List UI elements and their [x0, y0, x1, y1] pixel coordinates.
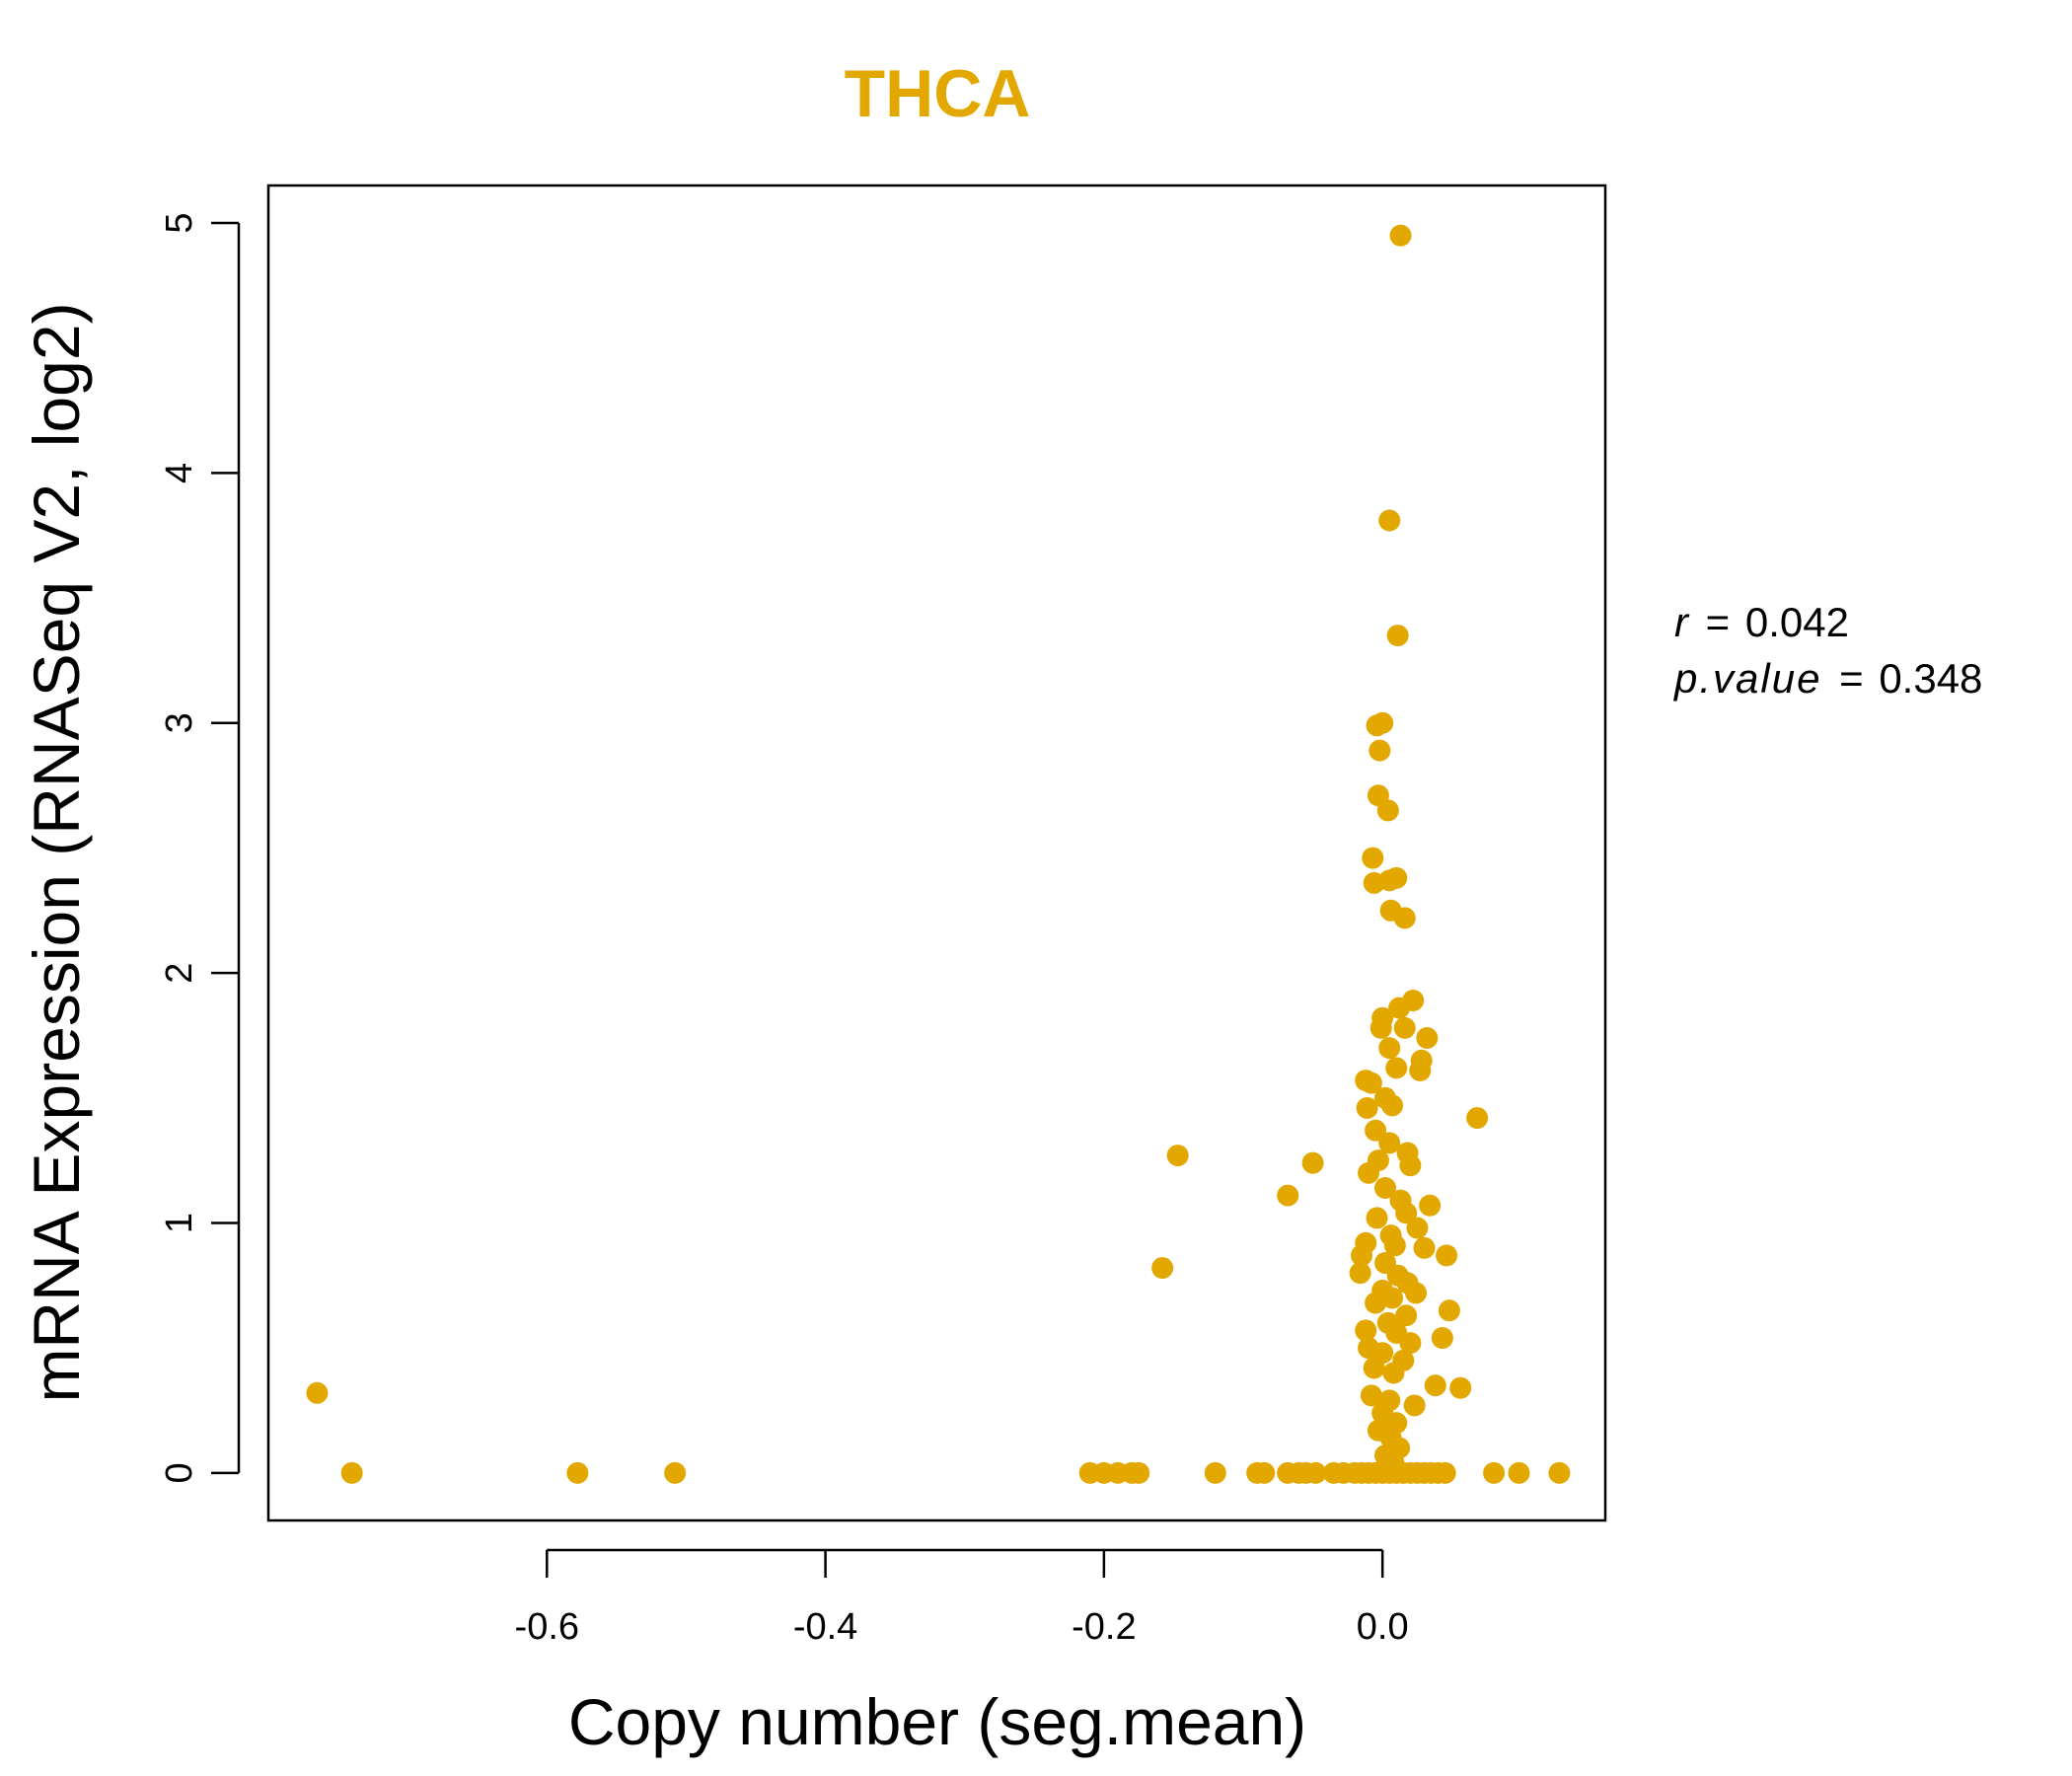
data-point	[1389, 224, 1412, 247]
data-point	[1151, 1257, 1174, 1280]
data-point	[1369, 739, 1391, 762]
y-tick-label: 5	[159, 212, 200, 233]
data-point	[1382, 1451, 1405, 1474]
x-axis: -0.6 -0.4 -0.2 0.0	[515, 1548, 1409, 1648]
data-point	[566, 1461, 589, 1484]
data-point	[1363, 1357, 1385, 1379]
data-point	[306, 1381, 329, 1404]
data-point	[1385, 866, 1408, 889]
svg-text:r = 0.042: r = 0.042	[1674, 599, 1849, 645]
data-point	[1301, 1151, 1324, 1174]
data-point	[1365, 1292, 1387, 1314]
data-point	[1277, 1184, 1299, 1207]
data-point	[1378, 1037, 1401, 1060]
p-value: 0.348	[1879, 655, 1982, 702]
plot-frame	[266, 184, 1607, 1522]
data-point	[1483, 1461, 1506, 1484]
x-tick-label: -0.4	[793, 1606, 857, 1648]
data-point	[1385, 1057, 1408, 1079]
data-point	[1393, 907, 1416, 929]
r-label: r	[1674, 599, 1690, 645]
data-point	[1405, 1282, 1428, 1304]
data-point	[1355, 1319, 1377, 1342]
data-point	[1449, 1376, 1472, 1399]
y-tick-label: 0	[159, 1462, 200, 1483]
data-point	[340, 1461, 363, 1484]
data-point	[1386, 625, 1409, 647]
data-point	[1378, 1132, 1401, 1154]
data-point	[1395, 1202, 1418, 1224]
x-tick-label: -0.2	[1072, 1606, 1136, 1648]
data-point	[1403, 1394, 1426, 1417]
y-tick-label: 4	[159, 463, 200, 483]
data-point	[1438, 1299, 1460, 1322]
x-axis-label: Copy number (seg.mean)	[568, 1685, 1306, 1758]
data-point	[1548, 1461, 1571, 1484]
y-axis-label: mRNA Expression (RNASeq V2, log2)	[20, 302, 93, 1402]
data-point	[1366, 1207, 1388, 1229]
data-point	[1349, 1262, 1371, 1285]
data-point	[1434, 1461, 1456, 1484]
data-point	[1399, 1154, 1422, 1177]
p-label: p.value	[1672, 655, 1821, 702]
data-point	[1383, 1234, 1406, 1257]
data-point	[1304, 1461, 1327, 1484]
data-point	[1356, 1096, 1378, 1119]
data-point	[1128, 1461, 1150, 1484]
chart-title: THCA	[845, 56, 1031, 131]
data-point	[1373, 1177, 1396, 1200]
data-point	[1382, 1362, 1405, 1384]
r-value: 0.042	[1745, 599, 1849, 645]
data-point	[1371, 711, 1394, 734]
y-axis: 0 1 2 3 4 5	[159, 212, 241, 1483]
data-point	[1431, 1327, 1453, 1350]
data-point	[1166, 1145, 1189, 1167]
data-point	[1381, 1287, 1404, 1309]
data-point	[1253, 1461, 1276, 1484]
data-point	[1424, 1374, 1446, 1397]
data-point	[1399, 1332, 1422, 1355]
x-tick-label: 0.0	[1357, 1606, 1409, 1648]
data-points	[306, 224, 1571, 1484]
y-tick-label: 2	[159, 963, 200, 984]
data-point	[1369, 1016, 1392, 1039]
r-equals: =	[1706, 599, 1731, 645]
data-point	[1416, 1026, 1439, 1049]
p-equals: =	[1839, 655, 1864, 702]
data-point	[1508, 1461, 1530, 1484]
data-point	[1409, 1059, 1432, 1081]
data-point	[1419, 1194, 1442, 1217]
data-point	[1466, 1107, 1489, 1130]
y-tick-label: 1	[159, 1213, 200, 1233]
data-point	[1378, 509, 1401, 532]
data-point	[1393, 1016, 1416, 1039]
svg-text:p.value = 0.348: p.value = 0.348	[1672, 655, 1982, 702]
data-point	[1350, 1244, 1372, 1267]
data-point	[1413, 1236, 1436, 1259]
data-point	[1376, 799, 1399, 822]
data-point	[1395, 1304, 1418, 1327]
data-point	[1402, 989, 1425, 1011]
data-point	[1362, 847, 1384, 869]
data-point	[664, 1461, 687, 1484]
data-point	[1365, 1119, 1387, 1142]
data-point	[1436, 1244, 1458, 1267]
data-point	[1360, 1384, 1382, 1407]
data-point	[1381, 1094, 1404, 1117]
y-tick-label: 3	[159, 712, 200, 733]
correlation-stats: r = 0.042 p.value = 0.348	[1672, 599, 1982, 702]
data-point	[1360, 1072, 1382, 1094]
data-point	[1204, 1461, 1226, 1484]
x-tick-label: -0.6	[515, 1606, 579, 1648]
data-point	[1358, 1161, 1380, 1184]
data-point	[1406, 1217, 1429, 1239]
